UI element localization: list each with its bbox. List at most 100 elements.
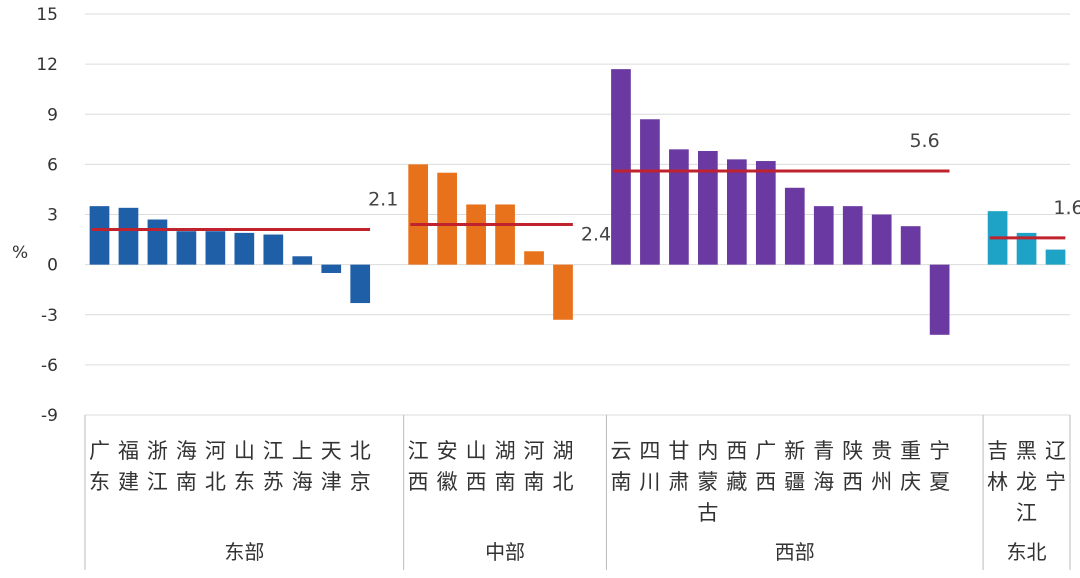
y-tick-label: 9 [47,105,58,125]
category-label: 青 [813,439,834,463]
category-label: 山 [466,439,487,463]
bar-内蒙古 [698,151,718,265]
category-label: 江 [147,470,168,494]
category-label: 陕 [842,439,863,463]
category-label: 蒙 [697,470,718,494]
bars [89,69,1066,335]
category-label: 西 [755,470,776,494]
category-label: 云 [610,439,631,463]
category-label: 海 [176,439,197,463]
y-tick-label: 6 [47,155,58,175]
category-label: 南 [495,470,516,494]
bar-云南 [611,69,631,265]
category-label: 广 [89,439,110,463]
bar-湖南 [495,204,515,265]
category-label: 四 [639,439,660,463]
category-label: 夏 [929,470,950,494]
bar-福建 [118,207,139,265]
category-label: 西 [842,470,863,494]
category-label: 藏 [726,470,747,494]
category-label: 南 [176,470,197,494]
bar-湖北 [553,264,573,320]
bar-海南 [176,231,197,265]
y-tick-label: -6 [41,356,58,376]
category-label: 州 [871,470,892,494]
average-value-label: 5.6 [909,130,939,152]
category-label: 江 [1016,501,1037,525]
category-label: 新 [784,439,805,463]
category-label: 古 [697,501,718,525]
bar-北京 [350,264,371,304]
category-label: 海 [292,470,313,494]
y-tick-label: 0 [47,256,58,276]
bar-广西 [755,161,776,265]
bar-河北 [205,231,226,265]
category-label: 上 [292,439,313,463]
bar-新疆 [784,187,805,265]
bar-广东 [89,206,110,265]
category-label: 京 [350,470,371,494]
category-label: 北 [350,439,371,463]
y-tick-label: -9 [41,406,58,426]
bar-上海 [292,256,313,265]
category-label: 辽 [1045,439,1066,463]
category-label: 浙 [147,439,168,463]
category-label: 江 [263,439,284,463]
category-label: 西 [726,439,747,463]
bar-重庆 [900,226,921,265]
category-label: 疆 [784,470,805,494]
category-label: 安 [437,439,458,463]
category-label: 南 [524,470,545,494]
category-label: 河 [524,439,545,463]
average-lines: 2.1 2.4 5.6 1.6 [91,130,1080,246]
category-label: 苏 [263,470,284,494]
group-label: 中部 [485,540,525,564]
bar-天津 [321,264,342,273]
category-label: 龙 [1016,470,1037,494]
category-label: 广 [755,439,776,463]
category-label: 江 [408,439,429,463]
category-label: 吉 [987,439,1008,463]
category-label: 西 [466,470,487,494]
bar-江西 [408,164,429,265]
category-label: 林 [987,470,1008,494]
category-label: 庆 [900,470,921,494]
category-label: 津 [321,470,342,494]
category-label: 徽 [437,470,458,494]
category-label: 天 [321,439,342,463]
category-label: 东 [89,470,110,494]
y-tick-label: 15 [36,5,58,25]
category-label: 内 [697,439,718,463]
category-label: 川 [639,470,660,494]
category-label: 西 [408,470,429,494]
y-axis-ticks: 15 12 9 6 3 0 -3 -6 -9 [36,5,58,426]
y-tick-label: 3 [47,206,58,226]
y-tick-label: 12 [36,55,58,75]
bar-青海 [813,206,834,265]
bar-西藏 [726,159,747,265]
category-label: 湖 [553,439,574,463]
category-label: 建 [118,470,139,494]
bar-甘肃 [669,149,689,265]
category-label: 黑 [1016,439,1037,463]
bar-山东 [234,232,255,265]
bar-安徽 [437,172,457,265]
category-label: 肃 [668,470,689,494]
category-label: 宁 [1045,470,1066,494]
category-label: 南 [610,470,631,494]
y-axis-label: % [12,243,28,263]
category-label: 海 [813,470,834,494]
y-tick-label: -3 [41,306,58,326]
bar-辽宁 [1045,249,1066,265]
group-label: 东部 [224,540,264,564]
bar-山西 [466,204,486,265]
category-label: 北 [205,470,226,494]
bar-四川 [640,119,660,265]
average-value-label: 2.1 [368,189,398,211]
gridlines [85,13,1070,416]
category-label: 甘 [668,439,689,463]
bar-河南 [524,251,544,265]
average-value-label: 1.6 [1053,197,1080,219]
x-axis-categories: 广东福建浙江海南河北山东江苏上海天津北京东部江西安徽山西湖南河南湖北中部云南四川… [84,415,1071,570]
group-label: 西部 [775,540,815,564]
